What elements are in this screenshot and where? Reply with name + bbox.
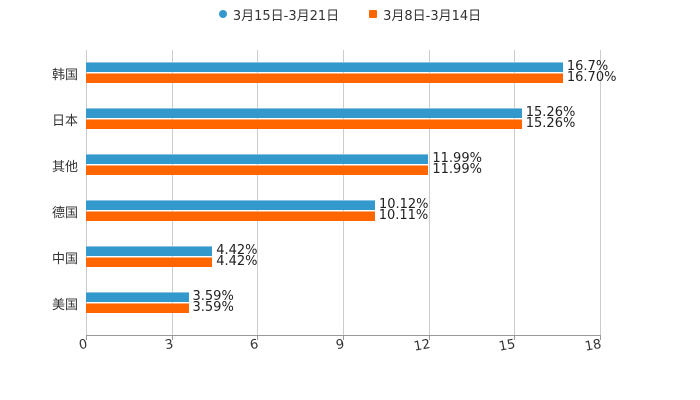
gridline (600, 50, 601, 335)
bar-series-1[interactable] (86, 154, 429, 164)
value-label: 16.70% (566, 70, 617, 85)
value-label: 15.26% (525, 105, 576, 120)
x-tick-label: 12 (412, 337, 432, 355)
gridline (86, 50, 87, 335)
legend-label: 3月8日-3月14日 (383, 8, 482, 24)
legend-item-series-1[interactable]: 3月15日-3月21日 (218, 4, 340, 24)
category-label: 其他 (51, 160, 78, 175)
category-label: 日本 (51, 114, 78, 129)
value-label: 10.12% (378, 197, 429, 212)
bar-series-1[interactable] (86, 292, 189, 302)
gridline (172, 50, 173, 335)
x-tick (514, 335, 515, 340)
value-label: 15.26% (525, 116, 576, 131)
gridline (514, 50, 515, 335)
value-label: 10.11% (378, 208, 429, 223)
x-tick (257, 335, 258, 340)
x-tick (600, 335, 601, 340)
x-tick-label: 0 (77, 337, 89, 354)
legend-square-icon (369, 10, 378, 18)
x-tick-label: 15 (497, 337, 517, 355)
chart-legend: 3月15日-3月21日 3月8日-3月14日 (0, 4, 700, 24)
category-label: 中国 (51, 252, 78, 267)
bar-series-1[interactable] (86, 108, 522, 118)
legend-label: 3月15日-3月21日 (232, 8, 340, 24)
value-label: 4.42% (216, 243, 258, 258)
x-tick-label: 3 (163, 337, 175, 354)
legend-item-series-2[interactable]: 3月8日-3月14日 (369, 4, 481, 24)
category-label: 韩国 (51, 68, 78, 83)
value-label: 11.99% (432, 162, 482, 177)
gridline (429, 50, 430, 335)
bar-series-2[interactable] (86, 257, 213, 267)
value-label: 3.59% (192, 300, 234, 315)
x-tick (172, 335, 173, 340)
gridline (257, 50, 258, 335)
gridline (343, 50, 344, 335)
bar-series-1[interactable] (86, 200, 375, 210)
value-label: 4.42% (216, 254, 258, 269)
bar-series-2[interactable] (86, 211, 375, 221)
bar-series-1[interactable] (86, 246, 213, 256)
category-label: 美国 (51, 298, 78, 313)
x-tick (343, 335, 344, 340)
value-label: 16.7% (566, 59, 609, 74)
bar-series-2[interactable] (86, 119, 522, 129)
category-label: 德国 (51, 206, 78, 221)
bar-series-1[interactable] (86, 62, 563, 72)
legend-circle-icon (218, 10, 227, 18)
bar-series-2[interactable] (86, 73, 563, 83)
x-tick (429, 335, 430, 340)
x-tick-label: 6 (248, 337, 260, 354)
bar-series-2[interactable] (86, 165, 429, 175)
value-label: 3.59% (192, 289, 234, 304)
bar-series-2[interactable] (86, 303, 189, 313)
x-tick-label: 9 (334, 337, 346, 354)
x-tick-label: 18 (583, 337, 603, 355)
x-axis (86, 335, 600, 336)
value-label: 11.99% (432, 151, 482, 166)
x-tick (86, 335, 87, 340)
